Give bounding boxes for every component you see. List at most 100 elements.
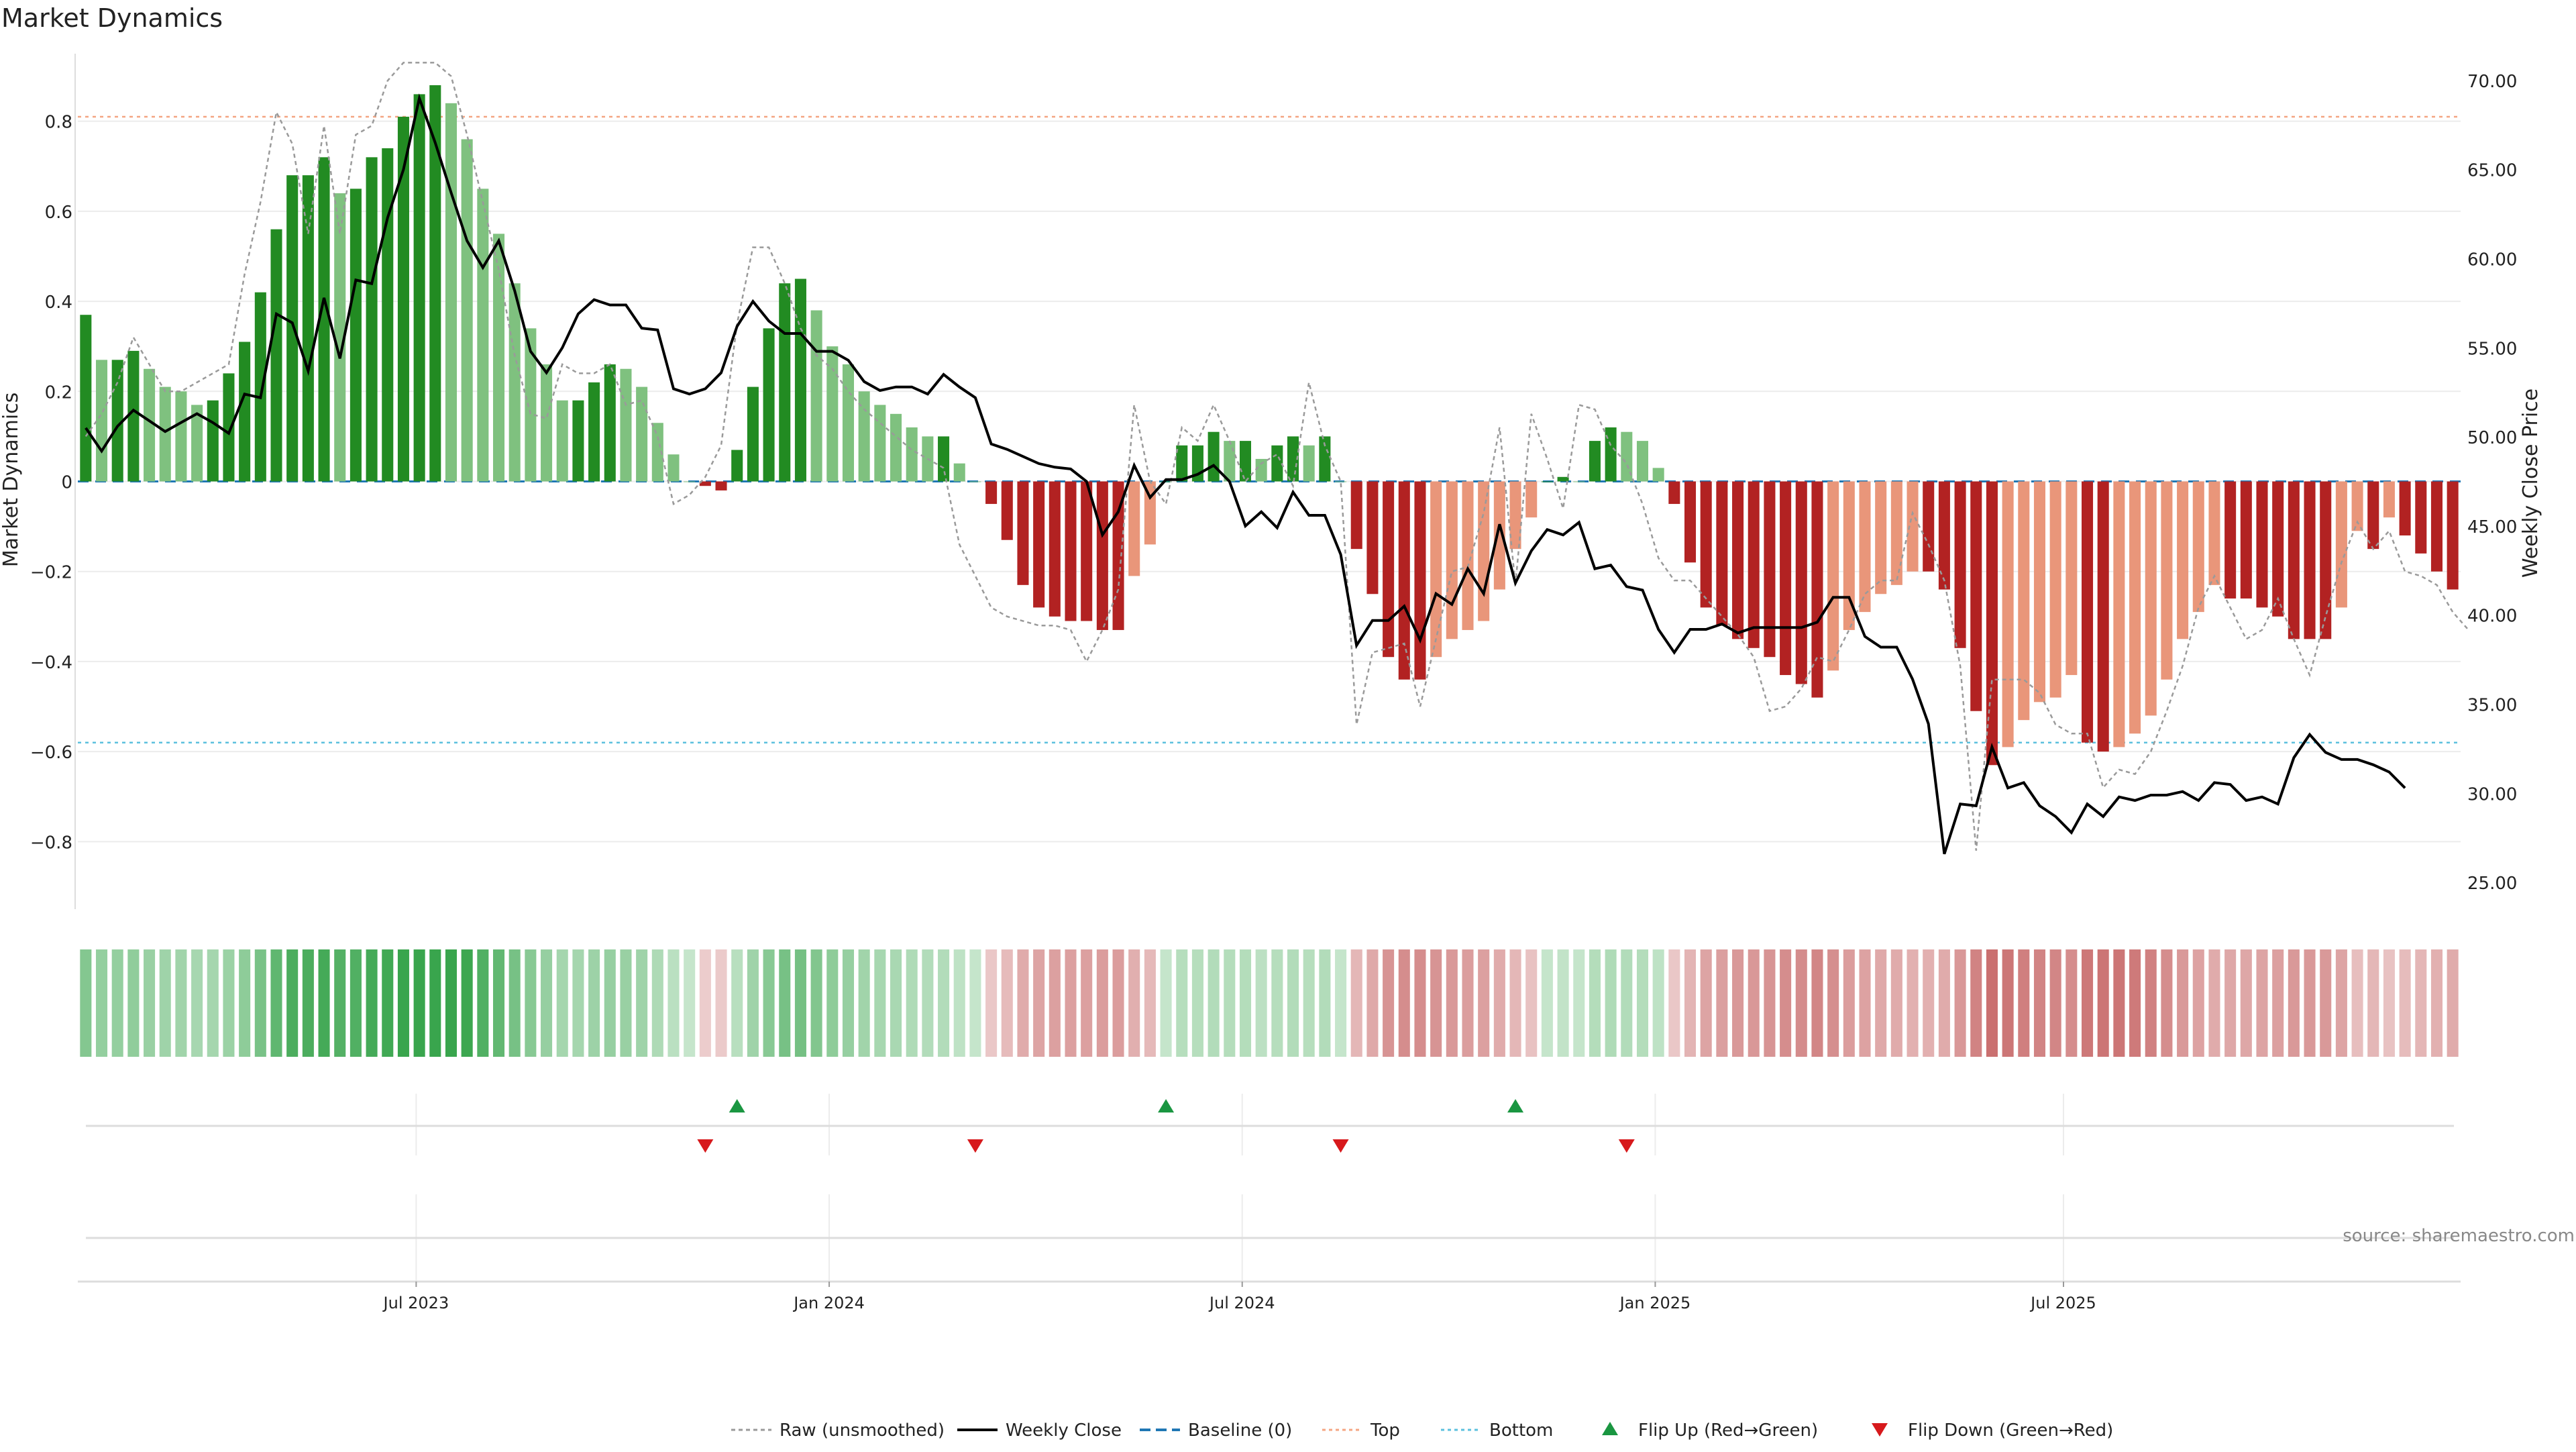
dynamics-bar [318, 157, 330, 482]
dynamics-bar [2049, 481, 2061, 698]
heat-cell [2383, 949, 2395, 1057]
y2-tick-label: 40.00 [2467, 607, 2517, 627]
lines-layer [85, 62, 2469, 855]
heat-cell [1493, 949, 1505, 1057]
dynamics-bar [715, 481, 727, 490]
dynamics-bar [111, 360, 123, 482]
dynamics-bar [699, 481, 711, 486]
heat-cell [874, 949, 886, 1057]
dynamics-bar [207, 400, 219, 482]
y2-tick-label: 60.00 [2467, 250, 2517, 270]
dynamics-bar [938, 436, 950, 482]
x-axis: Jul 2023 Jan 2024 Jul 2024 Jan 2025 Jul 2025 [78, 1280, 2461, 1312]
heat-cell [699, 949, 711, 1057]
dynamics-bar [413, 94, 425, 482]
y-tick-label: −0.4 [30, 653, 72, 673]
dynamics-bar [1811, 481, 1823, 698]
dynamics-bar [525, 328, 537, 482]
heat-cell [985, 949, 998, 1057]
dynamics-bar [1589, 441, 1601, 482]
heat-cell [1350, 949, 1362, 1057]
heat-cell [1287, 949, 1299, 1057]
dynamics-bar [1478, 481, 1490, 621]
heat-cell [1224, 949, 1236, 1057]
dynamics-bar [1176, 445, 1188, 482]
dynamics-bar [2335, 481, 2347, 608]
heat-cell [2049, 949, 2061, 1057]
dynamics-bar [2415, 481, 2427, 554]
heat-cell [1081, 949, 1093, 1057]
x-tick-label: Jan 2025 [1619, 1294, 1691, 1312]
x-tick-label: Jan 2024 [792, 1294, 865, 1312]
dynamics-bar [1081, 481, 1093, 621]
heat-cell [556, 949, 568, 1057]
heat-cell [1335, 949, 1347, 1057]
dynamics-bar [572, 400, 584, 482]
heat-cell [2002, 949, 2014, 1057]
heat-cell [1398, 949, 1410, 1057]
heat-cell [2033, 949, 2046, 1057]
dynamics-bar [2081, 481, 2094, 743]
dynamics-bar [477, 189, 489, 482]
dynamics-bar [1827, 481, 1839, 671]
dynamics-bar [1128, 481, 1140, 576]
heat-cell [2367, 949, 2379, 1057]
y-axis-right: 70.00 65.00 60.00 55.00 50.00 45.00 40.00 35.00… [2467, 72, 2517, 894]
heat-cell [2081, 949, 2094, 1057]
y2-tick-label: 50.00 [2467, 428, 2517, 448]
dynamics-bar [1224, 441, 1236, 482]
dynamics-bar [779, 283, 791, 482]
heat-cell [1096, 949, 1108, 1057]
dynamics-bar [127, 350, 140, 482]
legend: Raw (unsmoothed) Weekly Close Baseline (0)… [731, 1420, 2113, 1441]
dynamics-bar [1780, 481, 1792, 676]
dynamics-bar [2113, 481, 2125, 747]
heat-cell [1716, 949, 1728, 1057]
heat-cell [318, 949, 330, 1057]
dynamics-bar [1621, 431, 1633, 482]
heat-cell [715, 949, 727, 1057]
dynamics-bar [2272, 481, 2284, 617]
y2-tick-label: 65.00 [2467, 161, 2517, 181]
dynamics-bar [2208, 481, 2220, 585]
heat-cell [922, 949, 934, 1057]
dynamics-bar [223, 373, 235, 482]
heat-strip [80, 949, 2459, 1057]
dynamics-bar [2240, 481, 2252, 599]
dynamics-bar [2033, 481, 2046, 703]
dynamics-bar [1764, 481, 1776, 658]
heat-cell [1700, 949, 1712, 1057]
heat-cell [144, 949, 156, 1057]
heat-cell [2399, 949, 2411, 1057]
heat-cell [1589, 949, 1601, 1057]
dynamics-bar [1890, 481, 1902, 585]
dynamics-bar [842, 364, 855, 482]
flip-down-marker [697, 1139, 714, 1153]
y2-tick-label: 55.00 [2467, 339, 2517, 359]
legend-label-close: Weekly Close [1006, 1420, 1122, 1441]
heat-cell [413, 949, 425, 1057]
dynamics-bar [556, 400, 568, 482]
heat-cell [1191, 949, 1203, 1057]
bars-layer [80, 85, 2459, 766]
heat-cell [1668, 949, 1680, 1057]
flip-down-marker [1332, 1139, 1349, 1153]
dynamics-bar [2192, 481, 2204, 613]
heat-cell [1859, 949, 1871, 1057]
y-tick-label: −0.2 [30, 563, 72, 583]
heat-cell [1605, 949, 1617, 1057]
heat-cell [810, 949, 822, 1057]
legend-flip-down-swatch [1872, 1423, 1888, 1437]
heat-cell [1509, 949, 1521, 1057]
dynamics-bar [1923, 481, 1935, 572]
dynamics-bar [80, 315, 92, 482]
heat-cell [334, 949, 346, 1057]
heat-cell [80, 949, 92, 1057]
heat-cell [1938, 949, 1950, 1057]
dynamics-bar [1907, 481, 1919, 572]
heat-cell [572, 949, 584, 1057]
heat-cell [1430, 949, 1442, 1057]
dynamics-bar [2304, 481, 2316, 639]
dynamics-bar [667, 454, 680, 482]
